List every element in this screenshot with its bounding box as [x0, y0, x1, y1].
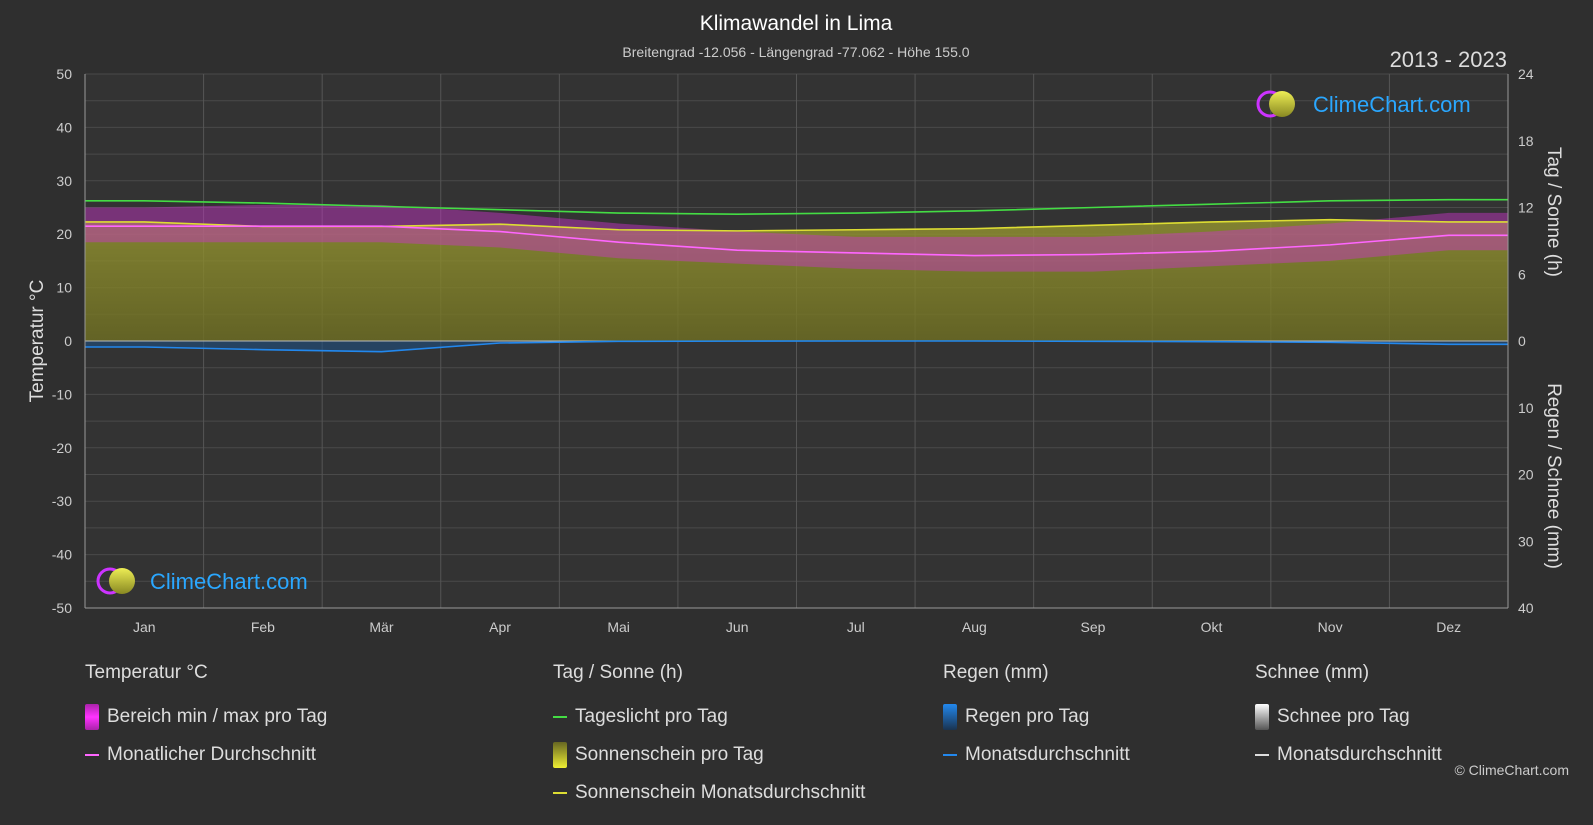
y-right-bottom-tick-label: 30	[1518, 533, 1534, 549]
chart-subtitle: Breitengrad -12.056 - Längengrad -77.062…	[622, 44, 969, 60]
y-left-tick-label: -10	[52, 386, 72, 402]
x-tick-label: Feb	[251, 619, 275, 635]
y-right-top-tick-label: 12	[1518, 200, 1534, 216]
legend-temp-range-label: Bereich min / max pro Tag	[107, 706, 328, 727]
logo-sun-icon	[1269, 91, 1295, 117]
x-tick-label: Sep	[1080, 619, 1105, 635]
sunshine-swatch	[553, 742, 567, 768]
x-tick-label: Okt	[1201, 619, 1223, 635]
legend-temp-avg: Monatlicher Durchschnitt	[85, 736, 327, 774]
legend-sunshine-avg: Sonnenschein Monatsdurchschnitt	[553, 774, 865, 812]
watermark-top: ClimeChart.com	[1256, 90, 1471, 118]
legend-snow-avg-label: Monatsdurchschnitt	[1277, 744, 1442, 765]
snow-avg-swatch	[1255, 754, 1269, 756]
x-tick-label: Jul	[847, 619, 865, 635]
y-right-bottom-tick-label: 40	[1518, 600, 1534, 616]
rain-fill	[85, 341, 1508, 352]
y-right-bottom-tick-label: 10	[1518, 400, 1534, 416]
logo-sun-icon	[109, 568, 135, 594]
watermark-text: ClimeChart.com	[1313, 92, 1471, 117]
temp-avg-swatch	[85, 754, 99, 756]
x-tick-label: Mär	[369, 619, 393, 635]
y-left-tick-label: 40	[56, 119, 72, 135]
legend-sunshine-daily: Sonnenschein pro Tag	[553, 736, 865, 774]
y-left-tick-label: 20	[56, 226, 72, 242]
rain-avg-line	[85, 340, 1508, 353]
x-tick-label: Apr	[489, 619, 511, 635]
axes: 50 40 30 20 10 0 -10 -20 -30 -40 -50 24 18 12 6 0 10 20 30…	[52, 66, 1534, 635]
legend-snow-daily: Schnee pro Tag	[1255, 698, 1442, 736]
period-label: 2013 - 2023	[1390, 47, 1507, 72]
legend-temp-avg-label: Monatlicher Durchschnitt	[107, 744, 317, 765]
x-tick-label: Nov	[1318, 619, 1343, 635]
legend-rain-avg: Monatsdurchschnitt	[943, 736, 1130, 774]
legend: Temperatur °C Bereich min / max pro Tag …	[0, 662, 1593, 812]
y-left-tick-label: -40	[52, 547, 72, 563]
y-right-top-tick-label: 24	[1518, 66, 1534, 82]
y-right-top-tick-label: 0	[1518, 333, 1526, 349]
legend-temp-title: Temperatur °C	[85, 662, 208, 683]
rain-area	[85, 341, 1508, 352]
x-tick-label: Dez	[1436, 619, 1461, 635]
legend-rain-title: Regen (mm)	[943, 662, 1049, 683]
legend-sun-title: Tag / Sonne (h)	[553, 662, 683, 683]
watermark-bottom: ClimeChart.com	[96, 567, 308, 595]
legend-rain-daily: Regen pro Tag	[943, 698, 1130, 736]
y-left-tick-label: 0	[64, 333, 72, 349]
y-left-tick-label: 50	[56, 66, 72, 82]
legend-rain-avg-label: Monatsdurchschnitt	[965, 744, 1130, 765]
x-tick-label: Jan	[133, 619, 156, 635]
legend-daylight: Tageslicht pro Tag	[553, 698, 865, 736]
y-left-tick-label: -30	[52, 493, 72, 509]
snow-swatch	[1255, 704, 1269, 730]
legend-rain: Regen (mm) Regen pro Tag Monatsdurchschn…	[943, 662, 1130, 774]
y-right-top-axis-label: Tag / Sonne (h)	[1543, 147, 1564, 277]
y-left-axis-label: Temperatur °C	[27, 280, 48, 403]
x-tick-label: Mai	[607, 619, 630, 635]
sunshine-fill	[85, 219, 1508, 341]
y-right-bottom-axis-label: Regen / Schnee (mm)	[1543, 383, 1564, 569]
chart-title: Klimawandel in Lima	[700, 12, 893, 35]
temp-range-band	[85, 204, 1508, 272]
x-tick-label: Aug	[962, 619, 987, 635]
series-lines	[85, 198, 1508, 353]
daylight-swatch	[553, 716, 567, 718]
x-tick-label: Jun	[726, 619, 749, 635]
legend-sunshine-avg-label: Sonnenschein Monatsdurchschnitt	[575, 782, 866, 803]
legend-temp-range: Bereich min / max pro Tag	[85, 698, 327, 736]
y-left-tick-label: -20	[52, 440, 72, 456]
y-left-tick-label: 30	[56, 173, 72, 189]
legend-snow-daily-label: Schnee pro Tag	[1277, 706, 1410, 727]
legend-daylight-label: Tageslicht pro Tag	[575, 706, 728, 727]
y-left-tick-label: 10	[56, 280, 72, 296]
rain-swatch	[943, 704, 957, 730]
legend-rain-daily-label: Regen pro Tag	[965, 706, 1090, 727]
sunshine-area	[85, 219, 1508, 341]
temp-range-swatch	[85, 704, 99, 730]
legend-snow-avg: Monatsdurchschnitt	[1255, 736, 1442, 774]
temp-range-fill	[85, 204, 1508, 272]
legend-temperature: Temperatur °C Bereich min / max pro Tag …	[85, 662, 327, 774]
y-left-tick-label: -50	[52, 600, 72, 616]
legend-snow-title: Schnee (mm)	[1255, 662, 1370, 683]
temp-avg-line	[85, 225, 1508, 257]
climate-chart: Klimawandel in Lima Breitengrad -12.056 …	[27, 12, 1564, 635]
y-right-top-tick-label: 18	[1518, 133, 1534, 149]
watermark-text: ClimeChart.com	[150, 569, 308, 594]
y-right-top-tick-label: 6	[1518, 266, 1526, 282]
legend-snow: Schnee (mm) Schnee pro Tag Monatsdurchsc…	[1255, 662, 1442, 774]
legend-sun: Tag / Sonne (h) Tageslicht pro Tag Sonne…	[553, 662, 865, 812]
copyright: © ClimeChart.com	[1454, 762, 1569, 778]
legend-sunshine-daily-label: Sonnenschein pro Tag	[575, 744, 764, 765]
daylight-line	[85, 198, 1508, 215]
y-right-bottom-tick-label: 20	[1518, 467, 1534, 483]
sunshine-avg-swatch	[553, 792, 567, 794]
rain-avg-swatch	[943, 754, 957, 756]
